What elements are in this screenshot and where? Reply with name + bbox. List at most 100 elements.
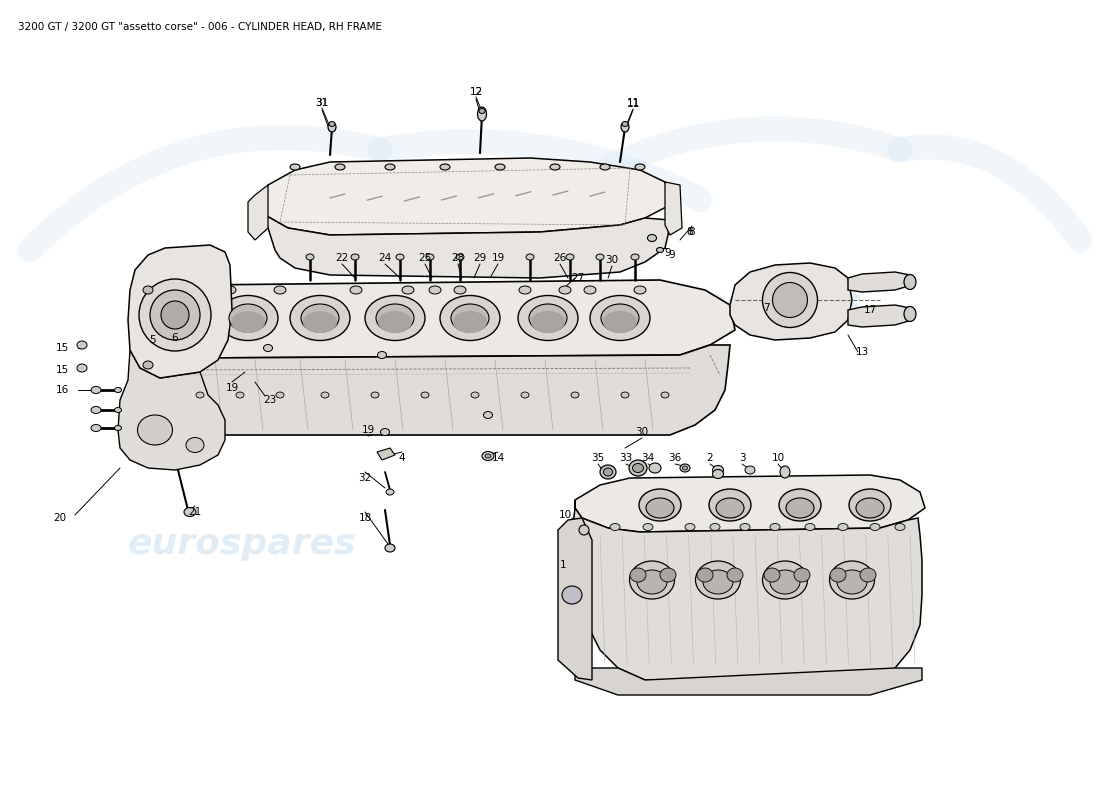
Ellipse shape: [526, 254, 534, 260]
Ellipse shape: [904, 274, 916, 290]
Polygon shape: [377, 448, 395, 460]
Text: eurospares: eurospares: [128, 527, 356, 561]
Ellipse shape: [644, 523, 653, 530]
Ellipse shape: [697, 568, 713, 582]
Ellipse shape: [471, 392, 478, 398]
Ellipse shape: [634, 286, 646, 294]
Ellipse shape: [143, 286, 153, 294]
Text: 8: 8: [686, 227, 693, 237]
Text: 15: 15: [55, 343, 68, 353]
Ellipse shape: [786, 498, 814, 518]
Ellipse shape: [290, 295, 350, 341]
Ellipse shape: [601, 304, 639, 332]
Polygon shape: [848, 272, 912, 292]
Ellipse shape: [604, 468, 613, 476]
Ellipse shape: [770, 570, 800, 594]
Ellipse shape: [77, 364, 87, 372]
Ellipse shape: [895, 523, 905, 530]
Text: 28: 28: [451, 253, 464, 263]
Ellipse shape: [224, 286, 236, 294]
Ellipse shape: [639, 489, 681, 521]
Polygon shape: [263, 158, 670, 235]
Ellipse shape: [482, 451, 494, 461]
Ellipse shape: [740, 523, 750, 530]
Ellipse shape: [590, 295, 650, 341]
Ellipse shape: [603, 311, 637, 333]
Ellipse shape: [518, 295, 578, 341]
Ellipse shape: [186, 438, 204, 453]
Text: 8: 8: [689, 227, 695, 237]
Ellipse shape: [838, 523, 848, 530]
Ellipse shape: [657, 247, 663, 253]
Ellipse shape: [685, 523, 695, 530]
Ellipse shape: [830, 568, 846, 582]
Ellipse shape: [138, 415, 173, 445]
Ellipse shape: [600, 465, 616, 479]
Ellipse shape: [579, 525, 588, 535]
Ellipse shape: [660, 568, 676, 582]
Ellipse shape: [521, 392, 529, 398]
Text: 29: 29: [473, 253, 486, 263]
Ellipse shape: [682, 466, 688, 470]
Ellipse shape: [621, 392, 629, 398]
Ellipse shape: [77, 341, 87, 349]
Ellipse shape: [710, 523, 720, 530]
Ellipse shape: [139, 279, 211, 351]
Ellipse shape: [621, 122, 628, 126]
Polygon shape: [263, 198, 670, 278]
Ellipse shape: [703, 570, 733, 594]
Text: 12: 12: [470, 87, 483, 97]
Polygon shape: [848, 305, 912, 327]
Ellipse shape: [519, 286, 531, 294]
Ellipse shape: [631, 254, 639, 260]
Polygon shape: [128, 245, 232, 378]
Ellipse shape: [713, 466, 724, 474]
Text: 11: 11: [626, 98, 639, 108]
Text: 12: 12: [470, 87, 483, 97]
Ellipse shape: [336, 164, 345, 170]
Text: 19: 19: [362, 425, 375, 435]
Text: 15: 15: [55, 365, 68, 375]
Text: 21: 21: [188, 507, 201, 517]
Ellipse shape: [328, 122, 336, 132]
Text: 30: 30: [605, 255, 618, 265]
Text: 19: 19: [492, 253, 505, 263]
Ellipse shape: [849, 489, 891, 521]
Ellipse shape: [745, 466, 755, 474]
Ellipse shape: [264, 345, 273, 351]
Ellipse shape: [762, 273, 817, 327]
Ellipse shape: [351, 254, 359, 260]
Text: 6: 6: [172, 333, 178, 343]
Ellipse shape: [680, 464, 690, 472]
Text: 31: 31: [316, 98, 329, 108]
Ellipse shape: [453, 311, 487, 333]
Ellipse shape: [114, 407, 121, 413]
Ellipse shape: [762, 561, 807, 599]
Text: eurospares: eurospares: [634, 527, 862, 561]
Text: 22: 22: [336, 253, 349, 263]
Ellipse shape: [710, 489, 751, 521]
Ellipse shape: [713, 470, 724, 478]
Text: 34: 34: [641, 453, 654, 463]
Text: 23: 23: [263, 395, 276, 405]
Text: 25: 25: [418, 253, 431, 263]
Ellipse shape: [648, 234, 657, 242]
Ellipse shape: [371, 392, 380, 398]
Ellipse shape: [301, 304, 339, 332]
Ellipse shape: [306, 254, 313, 260]
Ellipse shape: [495, 164, 505, 170]
Ellipse shape: [695, 561, 740, 599]
Ellipse shape: [231, 311, 265, 333]
Ellipse shape: [596, 254, 604, 260]
Polygon shape: [558, 518, 592, 680]
Ellipse shape: [376, 304, 414, 332]
Ellipse shape: [649, 463, 661, 473]
Polygon shape: [575, 475, 925, 532]
Ellipse shape: [161, 301, 189, 329]
Text: 7: 7: [762, 303, 769, 313]
Ellipse shape: [385, 164, 395, 170]
Text: 20: 20: [54, 513, 67, 523]
Ellipse shape: [91, 406, 101, 414]
Ellipse shape: [451, 304, 490, 332]
Ellipse shape: [716, 498, 744, 518]
